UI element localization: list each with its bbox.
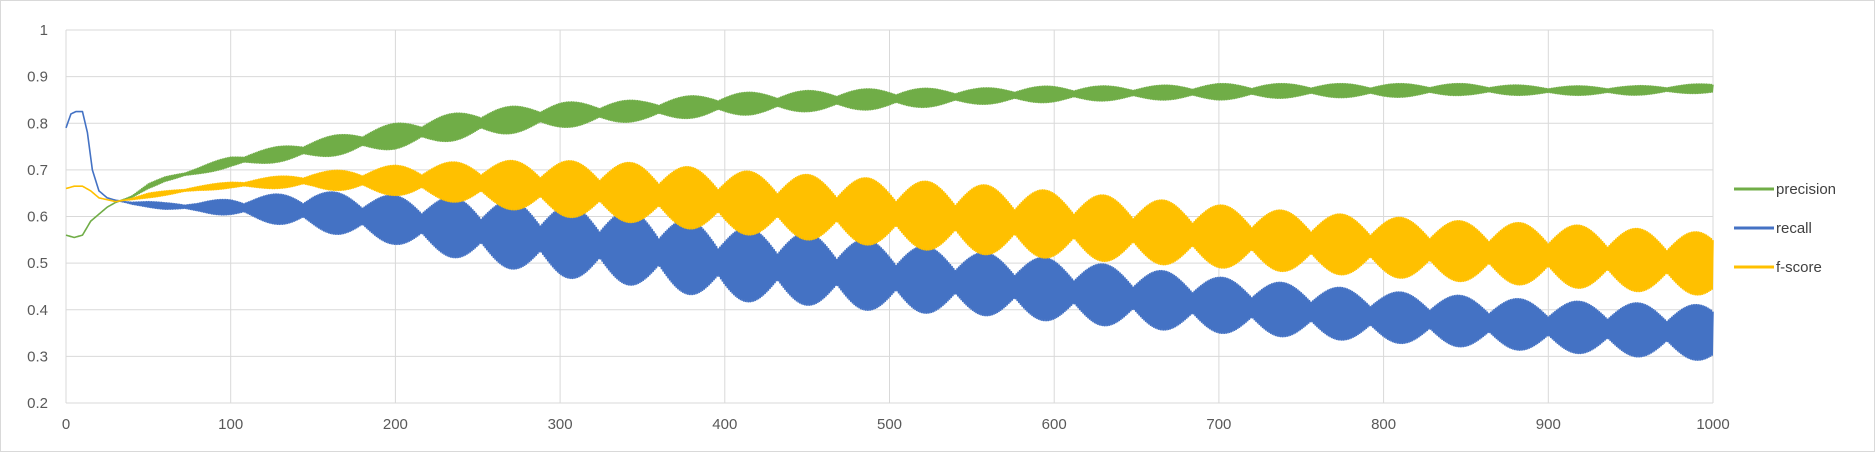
x-tick-label: 200 [383,416,408,433]
legend-label-precision: precision [1776,181,1836,198]
y-tick-label: 0.8 [27,115,48,132]
y-tick-label: 0.4 [27,302,48,319]
series-line-recall [65,110,1714,361]
x-tick-label: 600 [1042,416,1067,433]
y-tick-label: 0.2 [27,395,48,412]
series-layer [65,82,1714,361]
x-tick-label: 100 [218,416,243,433]
y-tick-label: 1 [40,22,48,39]
y-tick-label: 0.9 [27,69,48,86]
x-tick-label: 900 [1536,416,1561,433]
y-tick-label: 0.3 [27,348,48,365]
legend-label-recall: recall [1776,220,1812,237]
x-tick-label: 700 [1206,416,1231,433]
y-tick-label: 0.6 [27,209,48,226]
y-tick-label: 0.5 [27,255,48,272]
x-tick-label: 400 [712,416,737,433]
series-line-f-score [65,159,1714,296]
x-tick-label: 300 [548,416,573,433]
x-tick-label: 1000 [1696,416,1729,433]
x-tick-label: 0 [62,416,70,433]
y-tick-label: 0.7 [27,162,48,179]
legend-label-f-score: f-score [1776,259,1822,276]
series-line-precision [65,82,1714,239]
legend: precision recall f-score [1734,181,1836,276]
x-tick-label: 500 [877,416,902,433]
x-tick-label: 800 [1371,416,1396,433]
axis-layer: 0.2 0.3 0.4 0.5 0.6 0.7 0.8 0.9 1 0 100 200 300 400 50… [27,22,1730,433]
